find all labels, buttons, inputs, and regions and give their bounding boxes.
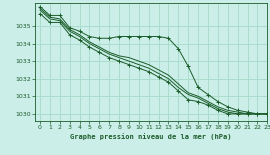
X-axis label: Graphe pression niveau de la mer (hPa): Graphe pression niveau de la mer (hPa) bbox=[70, 133, 232, 140]
